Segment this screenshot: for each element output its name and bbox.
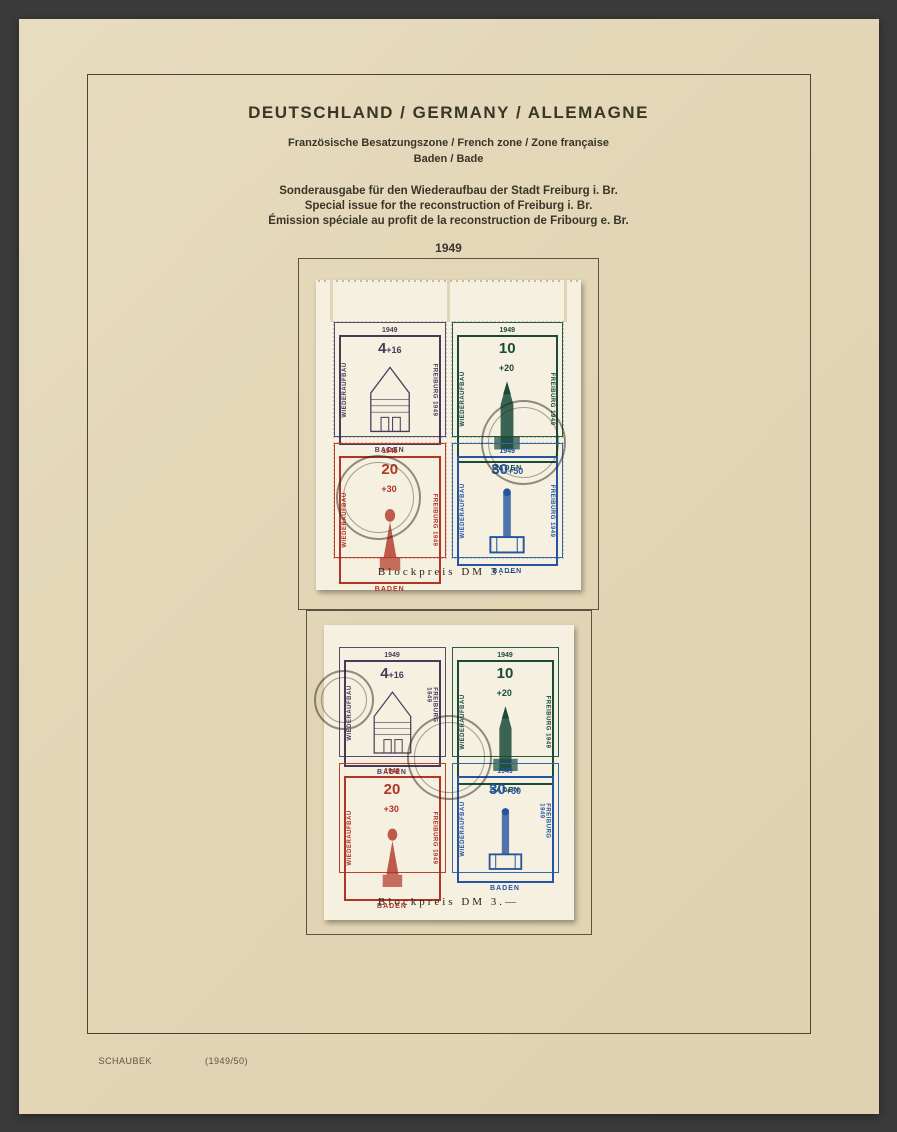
stamp-year-label: 1949: [497, 652, 513, 659]
stamp-frame: 20+30 WIEDERAUFBAU FREIBURG 1949: [344, 776, 441, 901]
stamp-building: 1949 4+16 WIEDERAUFBAU FREIBURG 1949: [334, 322, 446, 437]
description-german: Sonderausgabe für den Wiederaufbau der S…: [88, 185, 810, 197]
perforation-notch: [330, 280, 333, 322]
catalog-reference: (1949/50): [205, 1056, 248, 1066]
header-section: DEUTSCHLAND / GERMANY / ALLEMAGNE Franzö…: [88, 75, 810, 255]
stamp-side-right: FREIBURG 1949: [432, 493, 438, 546]
stamp-side-left: WIEDERAUFBAU: [460, 483, 466, 538]
stamp-side-left: WIEDERAUFBAU: [460, 801, 466, 856]
stamp-side-right: FREIBURG 1949: [432, 363, 438, 416]
stamps-grid: 1949 4+16 WIEDERAUFBAU FREIBURG 1949: [339, 647, 559, 873]
building-icon: [358, 361, 422, 438]
stamp-value: 4+16: [378, 340, 402, 358]
stamp-side-right: FREIBURG 1949: [426, 687, 438, 739]
stamp-image: [475, 482, 539, 559]
block-price: Blockpreis DM 3.—: [316, 566, 581, 578]
stamp-value: 10+20: [497, 665, 514, 701]
stamp-image: [362, 820, 423, 893]
publisher-name: SCHAUBEK: [99, 1056, 153, 1066]
stamp-building: 1949 4+16 WIEDERAUFBAU FREIBURG 1949: [339, 647, 446, 757]
main-title: DEUTSCHLAND / GERMANY / ALLEMAGNE: [88, 103, 810, 123]
stamp-image: [475, 802, 536, 875]
description-english: Special issue for the reconstruction of …: [88, 200, 810, 212]
stamp-frame: 4+16 WIEDERAUFBAU FREIBURG 1949: [344, 660, 441, 767]
stamp-block-imperforate: 1949 4+16 WIEDERAUFBAU FREIBURG 1949: [324, 625, 574, 920]
description-french: Émission spéciale au profit de la recons…: [88, 215, 810, 227]
stamp-value: 20+30: [384, 781, 401, 817]
stamp-value: 4+16: [380, 665, 404, 683]
stamp-side-right: FREIBURG 1949: [549, 484, 555, 537]
stamp-statue: 1949 20+30 WIEDERAUFBAU FREIBURG 1949: [339, 763, 446, 873]
stamp-side-right: FREIBURG 1949: [539, 803, 551, 855]
stamp-year-label: 1949: [497, 768, 513, 775]
stamp-year-label: 1949: [382, 327, 398, 334]
stamp-side-right: FREIBURG 1949: [549, 372, 555, 425]
stamp-image: [358, 361, 422, 438]
perforation-notch: [564, 280, 567, 322]
stamp-side-left: WIEDERAUFBAU: [342, 362, 348, 417]
stamp-block-perforated: 1949 4+16 WIEDERAUFBAU FREIBURG 1949: [316, 280, 581, 590]
stamp-year-label: 1949: [384, 652, 400, 659]
content-frame: DEUTSCHLAND / GERMANY / ALLEMAGNE Franzö…: [87, 74, 811, 1034]
album-page: DEUTSCHLAND / GERMANY / ALLEMAGNE Franzö…: [19, 19, 879, 1114]
stamp-side-left: WIEDERAUFBAU: [460, 371, 466, 426]
zone-subtitle: Französische Besatzungszone / French zon…: [88, 137, 810, 149]
stamp-year-label: 1949: [384, 768, 400, 775]
stamp-side-left: WIEDERAUFBAU: [342, 492, 348, 547]
stamp-region: BADEN: [490, 885, 520, 892]
block-price: Blockpreis DM 3.—: [324, 896, 574, 908]
footer: SCHAUBEK (1949/50): [99, 1056, 249, 1066]
stamp-frame: 30+50 WIEDERAUFBAU FREIBURG 1949: [457, 776, 554, 883]
stamp-cathedral: 1949 10+20 WIEDERAUFBAU FREIBURG 1949: [452, 322, 564, 437]
stamp-frame: 4+16 WIEDERAUFBAU FREIBURG 1949: [339, 335, 441, 446]
stamps-grid: 1949 4+16 WIEDERAUFBAU FREIBURG 1949: [334, 322, 563, 558]
fountain-icon: [475, 482, 539, 559]
stamp-fountain: 1949 30+50 WIEDERAUFBAU FREIBURG 1949: [452, 443, 564, 558]
issue-year: 1949: [88, 241, 810, 255]
fountain-icon: [475, 802, 536, 875]
stamp-cathedral: 1949 10+20 WIEDERAUFBAU FREIBURG 1949: [452, 647, 559, 757]
stamp-side-left: WIEDERAUFBAU: [347, 810, 353, 865]
stamp-value: 30+50: [489, 781, 521, 799]
statue-icon: [362, 820, 423, 893]
stamp-year-label: 1949: [382, 448, 398, 455]
stamp-side-right: FREIBURG 1949: [545, 696, 551, 749]
stamp-value: 20+30: [381, 461, 398, 497]
stamp-fountain: 1949 30+50 WIEDERAUFBAU FREIBURG 1949: [452, 763, 559, 873]
stamp-value: 30+50: [491, 461, 523, 479]
region-subtitle: Baden / Bade: [88, 153, 810, 165]
stamp-side-right: FREIBURG 1949: [432, 812, 438, 865]
stamp-side-left: WIEDERAUFBAU: [347, 685, 353, 740]
stamp-year-label: 1949: [499, 327, 515, 334]
building-icon: [362, 686, 423, 759]
stamp-region: BADEN: [375, 586, 405, 593]
stamps-container: 1949 4+16 WIEDERAUFBAU FREIBURG 1949: [88, 280, 810, 920]
stamp-statue: 1949 20+30 WIEDERAUFBAU FREIBURG 1949: [334, 443, 446, 558]
stamp-year-label: 1949: [499, 448, 515, 455]
perforation-notch: [447, 280, 450, 322]
stamp-frame: 30+50 WIEDERAUFBAU FREIBURG 1949: [457, 456, 559, 567]
stamp-side-left: WIEDERAUFBAU: [460, 694, 466, 749]
stamp-image: [362, 686, 423, 759]
stamp-value: 10+20: [499, 340, 516, 376]
